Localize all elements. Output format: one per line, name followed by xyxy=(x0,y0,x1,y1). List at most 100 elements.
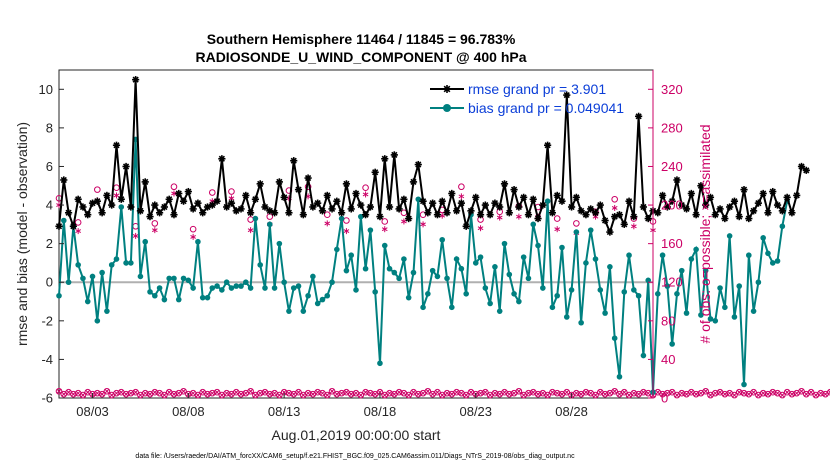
bias-point xyxy=(343,267,350,274)
obs-assimilated-point xyxy=(674,392,680,398)
bias-point xyxy=(607,264,613,270)
bias-point xyxy=(391,269,398,276)
bias-point xyxy=(118,204,125,210)
rmse-point xyxy=(390,151,398,159)
y2-tick-label: 160 xyxy=(661,236,683,251)
rmse-point xyxy=(352,189,360,198)
bias-point xyxy=(84,298,91,305)
rmse-point xyxy=(443,209,451,217)
bias-point xyxy=(645,277,652,284)
rmse-point xyxy=(572,193,580,201)
obs-assimilated-point xyxy=(300,392,306,398)
obs-assimilated-point xyxy=(324,392,330,398)
bias-point xyxy=(137,273,144,280)
obs-assimilated-point xyxy=(732,392,737,398)
bias-point xyxy=(300,308,307,314)
bias-point xyxy=(381,242,388,249)
rmse-point xyxy=(539,201,547,209)
obs-possible-point xyxy=(362,388,369,396)
bias-point xyxy=(449,304,455,311)
y-tick-label: 6 xyxy=(46,159,53,174)
obs-assimilated-point xyxy=(808,389,814,395)
obs-assimilated-point xyxy=(75,390,81,396)
obs-assimilated-point xyxy=(645,390,651,396)
bias-point xyxy=(233,283,240,289)
obs-assimilated-point xyxy=(358,392,364,398)
bias-point xyxy=(286,308,292,314)
rmse-point xyxy=(706,193,715,201)
obs-assimilated-point xyxy=(679,390,685,396)
y2-tick-label: 80 xyxy=(661,313,675,328)
rmse-point xyxy=(711,211,719,219)
obs-assimilated-point xyxy=(190,390,196,396)
obs-assimilated-point xyxy=(415,391,421,397)
rmse-point xyxy=(357,201,365,209)
rmse-point xyxy=(577,207,585,215)
rmse-point xyxy=(567,203,576,211)
obs-assimilated-point xyxy=(818,390,824,396)
rmse-point xyxy=(558,197,566,205)
obs-assimilated-point xyxy=(559,391,565,397)
obs-assimilated-point xyxy=(736,389,742,395)
obs-assimilated-point xyxy=(190,233,196,240)
rmse-point xyxy=(544,141,552,149)
rmse-point xyxy=(227,199,236,207)
rmse-point xyxy=(697,182,705,190)
obs-assimilated-point xyxy=(324,220,331,227)
obs-assimilated-point xyxy=(823,391,828,397)
bias-point xyxy=(726,233,733,239)
bias-point xyxy=(324,292,331,299)
obs-possible-point xyxy=(228,188,235,195)
rmse-point xyxy=(160,203,168,211)
rmse-point xyxy=(376,213,384,221)
obs-assimilated-point xyxy=(760,390,766,396)
rmse-point xyxy=(658,191,667,200)
y2-tick-label: 200 xyxy=(661,198,683,213)
rmse-point xyxy=(553,191,561,200)
obs-assimilated-point xyxy=(315,389,321,395)
bias-point xyxy=(472,260,479,266)
rmse-point xyxy=(587,205,595,213)
bias-point xyxy=(319,296,326,303)
rmse-point xyxy=(127,203,135,211)
bias-point xyxy=(506,271,513,278)
rmse-point xyxy=(184,187,192,196)
rmse-point xyxy=(275,178,283,186)
rmse-point xyxy=(165,195,173,203)
obs-possible-point xyxy=(362,184,369,191)
rmse-point xyxy=(251,195,260,203)
bias-point xyxy=(444,275,450,282)
obs-assimilated-point xyxy=(684,391,689,397)
obs-assimilated-point xyxy=(363,389,368,395)
bias-point xyxy=(453,256,460,262)
obs-possible-point xyxy=(208,189,216,196)
rmse-point xyxy=(457,199,465,207)
obs-assimilated-point xyxy=(630,223,637,230)
obs-assimilated-point xyxy=(205,391,210,397)
bias-point xyxy=(281,279,287,286)
rmse-point xyxy=(625,197,633,205)
obs-assimilated-point xyxy=(377,389,383,395)
y-tick-label: 8 xyxy=(46,120,53,135)
bias-point xyxy=(99,269,105,276)
bias-point xyxy=(161,296,168,303)
bias-point xyxy=(563,314,570,320)
bias-point xyxy=(214,283,220,289)
rmse-point xyxy=(635,112,643,120)
rmse-point xyxy=(223,203,231,211)
obs-possible-point xyxy=(549,388,556,396)
bias-point xyxy=(147,289,153,295)
obs-assimilated-point xyxy=(521,392,527,398)
bias-point xyxy=(765,250,771,257)
rmse-point xyxy=(491,199,499,207)
bias-point xyxy=(458,265,465,272)
rmse-point xyxy=(505,209,513,217)
rmse-point xyxy=(476,211,485,219)
rmse-point xyxy=(155,209,164,217)
obs-possible-point xyxy=(170,183,178,191)
obs-assimilated-point xyxy=(61,391,67,397)
x-tick-label: 08/23 xyxy=(459,404,492,419)
obs-possible-point xyxy=(98,390,106,398)
bias-point xyxy=(199,294,206,301)
rmse-point xyxy=(414,160,422,169)
